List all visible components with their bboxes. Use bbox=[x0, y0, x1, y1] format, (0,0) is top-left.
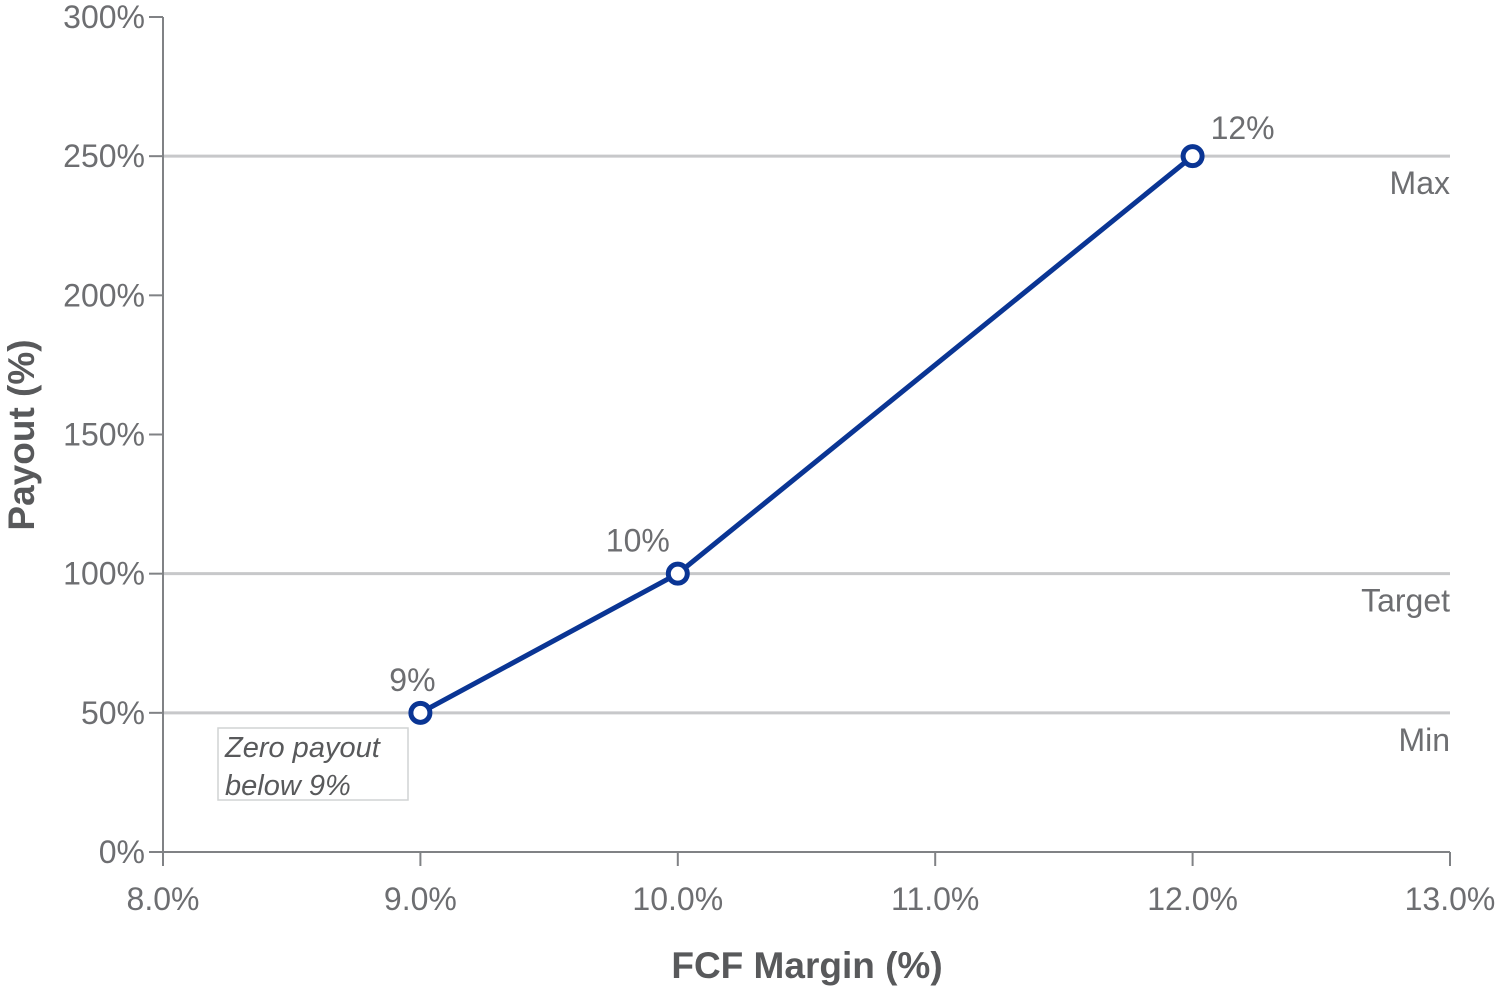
series: 9% 10% 12% bbox=[389, 110, 1275, 725]
data-point bbox=[1180, 144, 1205, 169]
reference-labels: Max Target Min bbox=[1361, 165, 1450, 758]
data-label: 10% bbox=[606, 523, 670, 559]
annotation: Zero payout below 9% bbox=[217, 727, 409, 802]
y-axis-title: Payout (%) bbox=[1, 339, 42, 530]
annotation-line-2: below 9% bbox=[225, 770, 351, 802]
annotation-box bbox=[217, 727, 409, 801]
reference-label-min: Min bbox=[1398, 722, 1450, 758]
y-tick-label: 250% bbox=[63, 138, 145, 174]
y-tick-label: 0% bbox=[99, 834, 145, 870]
y-tick-label: 150% bbox=[63, 417, 145, 453]
reference-lines bbox=[163, 154, 1450, 715]
y-tick-label: 100% bbox=[63, 556, 145, 592]
reference-label-max: Max bbox=[1390, 165, 1450, 201]
x-tick-label: 11.0% bbox=[891, 881, 979, 917]
x-tick-label: 13.0% bbox=[1405, 881, 1496, 917]
data-point bbox=[408, 700, 433, 725]
x-tick-label: 10.0% bbox=[632, 881, 723, 917]
data-point bbox=[665, 561, 690, 586]
payout-line bbox=[419, 154, 1195, 716]
x-tick-label: 8.0% bbox=[127, 881, 200, 917]
x-tick-label: 9.0% bbox=[384, 881, 457, 917]
y-tick-label: 50% bbox=[81, 695, 145, 731]
axis-titles: FCF Margin (%) Payout (%) bbox=[1, 339, 943, 986]
x-tick-label: 12.0% bbox=[1147, 881, 1238, 917]
y-tick-label: 200% bbox=[63, 277, 145, 313]
annotation-line-1: Zero payout bbox=[224, 732, 382, 764]
ticks: 0% 50% 100% 150% 200% 250% 300% 8.0% 9.0% 10.0% 11… bbox=[63, 0, 1495, 917]
data-label: 9% bbox=[389, 662, 435, 698]
data-label: 12% bbox=[1211, 110, 1275, 146]
x-axis-title: FCF Margin (%) bbox=[671, 945, 942, 986]
reference-label-target: Target bbox=[1361, 583, 1450, 619]
y-tick-label: 300% bbox=[63, 0, 145, 35]
